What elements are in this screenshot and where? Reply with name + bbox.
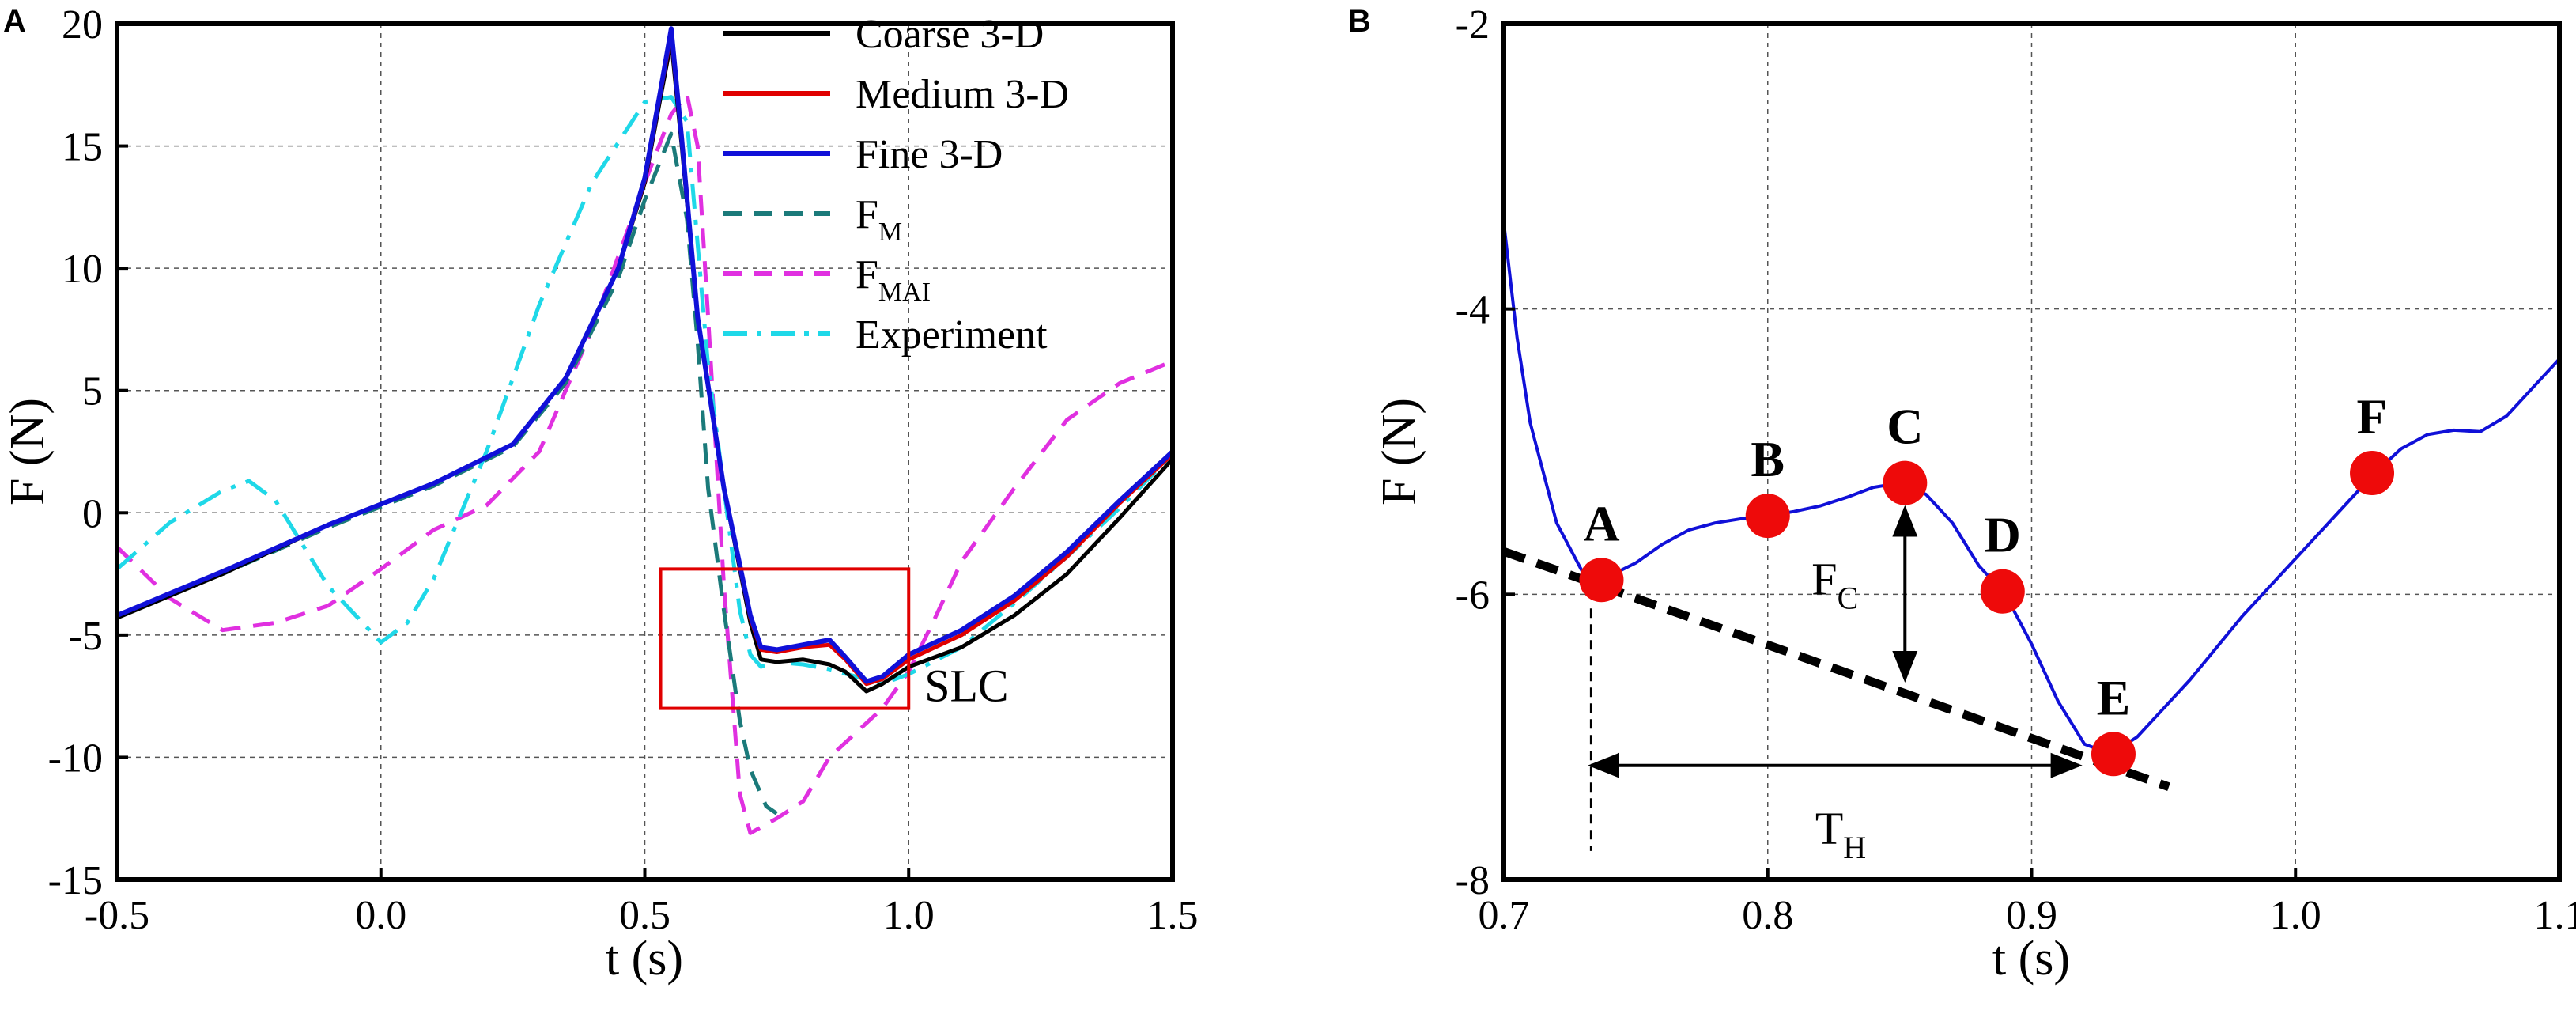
series-line-fm (117, 134, 776, 813)
panel-a-x-tick-label: 0.0 (355, 893, 406, 938)
panel-b-y-tick-label: -6 (1456, 573, 1490, 618)
point-a (1579, 558, 1623, 602)
panel-b-y-tick-label: -8 (1456, 858, 1490, 903)
panel-a-x-tick-label: 1.5 (1147, 893, 1199, 938)
panel-a-y-tick-label: 5 (82, 369, 103, 414)
point-d (1981, 569, 2025, 614)
panel-a-y-tick-label: 0 (82, 491, 103, 536)
panel-a-y-axis-title: F (N) (1, 398, 55, 505)
panel-b-x-tick-label: 0.8 (1742, 893, 1793, 938)
slc-label: SLC (924, 660, 1008, 711)
panel-b-x-tick-label: 1.1 (2534, 893, 2576, 938)
panel-a-y-tick-label: -5 (69, 614, 103, 659)
panel-b-y-axis-title: F (N) (1373, 398, 1426, 505)
panel-a-y-tick-label: -15 (48, 858, 103, 903)
panel-b-y-tick-label: -4 (1456, 288, 1490, 333)
legend-label-medium-3-d: Medium 3-D (856, 72, 1069, 117)
slc-annotation: SLC (661, 569, 1009, 711)
legend-label-fmai: FMAI (856, 252, 931, 307)
legend-label-experiment: Experiment (856, 312, 1048, 358)
point-label-f: F (2356, 388, 2387, 445)
panel-a-y-tick-label: 20 (62, 2, 103, 47)
panel-a-y-tick-label: 15 (62, 125, 103, 170)
panel-b-letter: B (1348, 4, 1371, 39)
point-label-b: B (1751, 431, 1785, 487)
panel-a-grid (117, 24, 1173, 880)
legend-label-coarse-3-d: Coarse 3-D (856, 12, 1044, 57)
point-label-a: A (1583, 495, 1619, 551)
legend-label-fm: FM (856, 192, 902, 247)
point-c (1883, 461, 1927, 505)
point-f (2350, 451, 2394, 495)
panel-b-x-tick-label: 1.0 (2270, 893, 2321, 938)
fc-label: FC (1811, 553, 1858, 615)
th-label: TH (1815, 803, 1866, 865)
panel-a-x-tick-label: 1.0 (883, 893, 935, 938)
panel-a-y-tick-label: -10 (48, 736, 103, 781)
panel-b-y-tick-label: -2 (1456, 2, 1490, 47)
point-b (1746, 494, 1790, 538)
panel-a-letter: A (3, 4, 26, 39)
point-label-d: D (1985, 507, 2021, 563)
panel-b-x-axis-title: t (s) (1992, 932, 2070, 986)
panel-b-grid (1504, 24, 2559, 880)
legend-label-fine-3-d: Fine 3-D (856, 132, 1003, 177)
point-label-e: E (2097, 669, 2131, 725)
point-e (2091, 732, 2136, 776)
panel-a-y-tick-label: 10 (62, 247, 103, 292)
panel-a-x-axis-title: t (s) (606, 932, 683, 986)
point-label-c: C (1887, 399, 1923, 455)
